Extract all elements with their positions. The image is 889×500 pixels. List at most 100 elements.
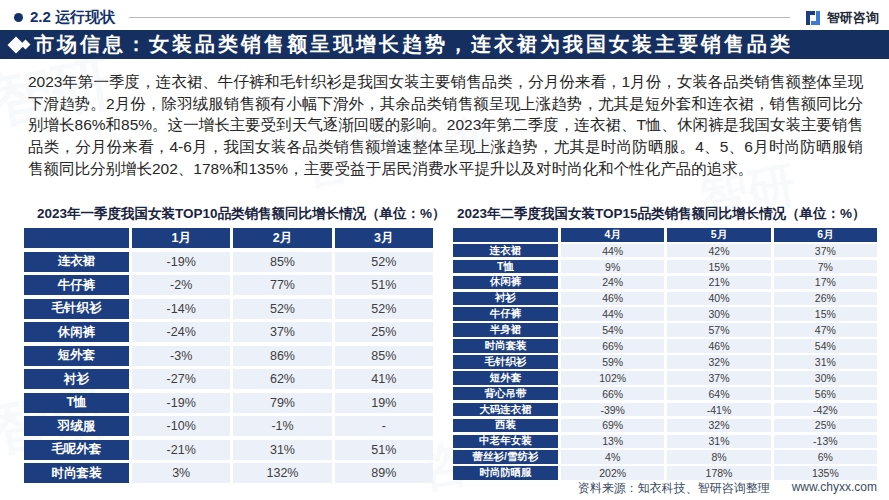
column-header: 5月	[667, 228, 770, 242]
cell-value: -21%	[132, 440, 230, 460]
cell-value: 3%	[132, 463, 230, 483]
cell-value: -42%	[774, 403, 877, 417]
cell-value: 6%	[774, 450, 877, 464]
cell-value: 44%	[561, 244, 664, 258]
cell-value: 32%	[667, 419, 770, 433]
cell-value: 54%	[561, 323, 664, 337]
row-label: 蕾丝衫/雪纺衫	[453, 450, 558, 464]
cell-value: 15%	[667, 260, 770, 274]
cell-value: 19%	[335, 393, 433, 413]
table-q2: 2023年二季度我国女装TOP15品类销售额同比增长情况（单位：%） 4月5月6…	[453, 205, 877, 483]
cell-value: 85%	[335, 346, 433, 366]
row-label: 西装	[453, 419, 558, 433]
cell-value: 66%	[561, 339, 664, 353]
cell-value: 37%	[667, 371, 770, 385]
row-label: 中老年女装	[453, 435, 558, 449]
cell-value: 79%	[233, 393, 331, 413]
row-label: 短外套	[453, 371, 558, 385]
cell-value: 15%	[774, 307, 877, 321]
row-label: 毛呢外套	[24, 440, 129, 460]
row-label: 休闲裤	[24, 322, 129, 342]
cell-value: 52%	[335, 299, 433, 319]
column-header: 2月	[233, 228, 331, 248]
row-label: 连衣裙	[453, 244, 558, 258]
row-label: 短外套	[24, 346, 129, 366]
cell-value: -27%	[132, 369, 230, 389]
table-q1-title: 2023年一季度我国女装TOP10品类销售额同比增长情况（单位：%）	[37, 205, 433, 223]
cell-value: -41%	[667, 403, 770, 417]
cell-value: -1%	[233, 416, 331, 436]
row-label: 时尚套装	[24, 463, 129, 483]
row-label: 大码连衣裙	[453, 403, 558, 417]
cell-value: -39%	[561, 403, 664, 417]
cell-value: 178%	[667, 466, 770, 480]
cell-value: 47%	[774, 323, 877, 337]
cell-value: -19%	[132, 252, 230, 272]
cell-value: 37%	[774, 244, 877, 258]
row-label: T恤	[453, 260, 558, 274]
cell-value: 56%	[774, 387, 877, 401]
page-header: 2.2 运行现状 智研咨询	[0, 0, 889, 28]
source-text: 资料来源：知衣科技、智研咨询整理	[578, 480, 770, 497]
column-header: 6月	[774, 228, 877, 242]
cell-value: 40%	[667, 292, 770, 306]
cell-value: 30%	[667, 307, 770, 321]
cell-value: 31%	[774, 355, 877, 369]
table-q2-grid: 4月5月6月连衣裙44%42%37%T恤9%15%7%休闲裤24%21%17%衬…	[453, 228, 877, 480]
page-title: 市场信息：女装品类销售额呈现增长趋势，连衣裙为我国女装主要销售品类	[34, 31, 793, 58]
cell-value: 24%	[561, 276, 664, 290]
brand-logo-text: 智研咨询	[827, 9, 879, 27]
brand-logo: 智研咨询	[804, 9, 879, 27]
cell-value: 89%	[335, 463, 433, 483]
cell-value: 26%	[774, 292, 877, 306]
cell-value: -19%	[132, 393, 230, 413]
cell-value: 46%	[667, 339, 770, 353]
table-corner-cell	[24, 228, 129, 248]
cell-value: 66%	[561, 387, 664, 401]
row-label: 时尚防晒服	[453, 466, 558, 480]
cell-value: 7%	[774, 260, 877, 274]
cell-value: 202%	[561, 466, 664, 480]
site-link[interactable]: www.chyxx.com	[792, 480, 877, 497]
cell-value: 32%	[667, 355, 770, 369]
cell-value: 62%	[233, 369, 331, 389]
cell-value: 85%	[233, 252, 331, 272]
cell-value: 44%	[561, 307, 664, 321]
cell-value: 77%	[233, 275, 331, 295]
cell-value: 86%	[233, 346, 331, 366]
cell-value: 54%	[774, 339, 877, 353]
cell-value: 31%	[667, 435, 770, 449]
table-q2-title: 2023年二季度我国女装TOP15品类销售额同比增长情况（单位：%）	[457, 205, 877, 223]
cell-value: -10%	[132, 416, 230, 436]
cell-value: 135%	[774, 466, 877, 480]
cell-value: -14%	[132, 299, 230, 319]
row-label: 毛针织衫	[24, 299, 129, 319]
tables-row: 2023年一季度我国女装TOP10品类销售额同比增长情况（单位：%） 1月2月3…	[24, 205, 877, 483]
table-q1: 2023年一季度我国女装TOP10品类销售额同比增长情况（单位：%） 1月2月3…	[24, 205, 433, 483]
cell-value: -13%	[774, 435, 877, 449]
cell-value: -2%	[132, 275, 230, 295]
row-label: 毛针织衫	[453, 355, 558, 369]
row-label: 衬衫	[453, 292, 558, 306]
source-line: 资料来源：知衣科技、智研咨询整理 www.chyxx.com	[578, 480, 877, 497]
cell-value: 8%	[667, 450, 770, 464]
row-label: T恤	[24, 393, 129, 413]
row-label: 羽绒服	[24, 416, 129, 436]
cell-value: 69%	[561, 419, 664, 433]
cell-value: 37%	[233, 322, 331, 342]
row-label: 背心吊带	[453, 387, 558, 401]
row-label: 牛仔裤	[453, 307, 558, 321]
cell-value: 132%	[233, 463, 331, 483]
cell-value: 59%	[561, 355, 664, 369]
cell-value: 46%	[561, 292, 664, 306]
cell-value: 52%	[335, 252, 433, 272]
row-label: 牛仔裤	[24, 275, 129, 295]
cell-value: 17%	[774, 276, 877, 290]
column-header: 3月	[335, 228, 433, 248]
diamond-icon	[8, 35, 34, 55]
cell-value: 13%	[561, 435, 664, 449]
cell-value: 51%	[335, 440, 433, 460]
table-corner-cell	[453, 228, 558, 242]
row-label: 衬衫	[24, 369, 129, 389]
title-bar: 市场信息：女装品类销售额呈现增长趋势，连衣裙为我国女装主要销售品类	[0, 30, 889, 59]
